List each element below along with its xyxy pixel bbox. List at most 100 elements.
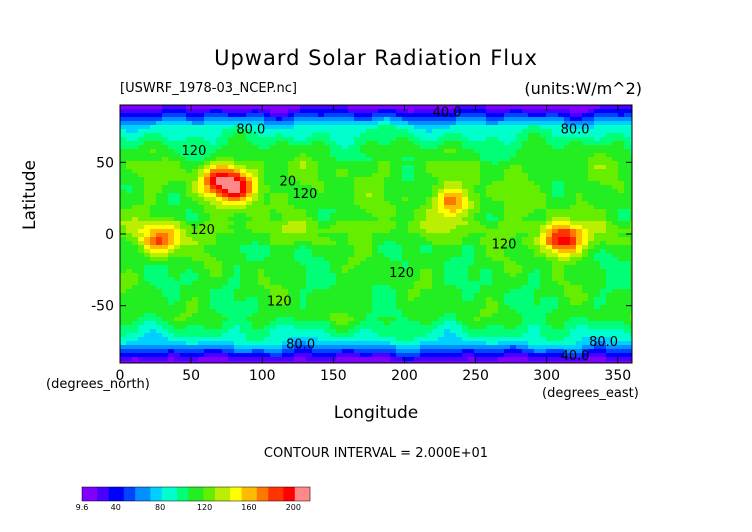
field-cell (618, 185, 625, 190)
field-cell (372, 109, 379, 114)
field-cell (414, 113, 421, 118)
field-cell (198, 117, 205, 122)
field-cell (540, 129, 547, 134)
field-cell (342, 333, 349, 338)
field-cell (162, 297, 169, 302)
field-cell (150, 245, 157, 250)
field-cell (180, 317, 187, 322)
field-cell (366, 213, 373, 218)
field-cell (228, 249, 235, 254)
field-cell (552, 129, 559, 134)
field-cell (576, 173, 583, 178)
field-cell (132, 133, 139, 138)
field-cell (564, 301, 571, 306)
field-cell (258, 217, 265, 222)
field-cell (294, 193, 301, 198)
field-cell (366, 293, 373, 298)
field-cell (408, 193, 415, 198)
field-cell (288, 145, 295, 150)
field-cell (522, 281, 529, 286)
field-cell (402, 281, 409, 286)
field-cell (402, 301, 409, 306)
field-cell (486, 201, 493, 206)
field-cell (516, 181, 523, 186)
field-cell (288, 165, 295, 170)
field-cell (612, 137, 619, 142)
field-cell (138, 249, 145, 254)
field-cell (420, 129, 427, 134)
field-cell (282, 205, 289, 210)
field-cell (390, 277, 397, 282)
field-cell (528, 321, 535, 326)
field-cell (246, 189, 253, 194)
field-cell (150, 193, 157, 198)
field-cell (354, 125, 361, 130)
field-cell (414, 213, 421, 218)
field-cell (528, 165, 535, 170)
field-cell (384, 165, 391, 170)
field-cell (426, 261, 433, 266)
field-cell (138, 117, 145, 122)
field-cell (324, 145, 331, 150)
field-cell (378, 289, 385, 294)
field-cell (438, 221, 445, 226)
field-cell (204, 229, 211, 234)
field-cell (576, 221, 583, 226)
field-cell (534, 309, 541, 314)
field-cell (246, 329, 253, 334)
field-cell (612, 325, 619, 330)
field-cell (468, 309, 475, 314)
field-cell (186, 281, 193, 286)
field-cell (204, 189, 211, 194)
field-cell (378, 117, 385, 122)
field-cell (624, 161, 631, 166)
field-cell (600, 249, 607, 254)
field-cell (618, 245, 625, 250)
field-cell (528, 253, 535, 258)
field-cell (396, 125, 403, 130)
field-cell (354, 221, 361, 226)
field-cell (234, 125, 241, 130)
field-cell (120, 273, 127, 278)
field-cell (384, 273, 391, 278)
field-cell (468, 125, 475, 130)
field-cell (534, 197, 541, 202)
field-cell (414, 321, 421, 326)
field-cell (492, 109, 499, 114)
field-cell (138, 233, 145, 238)
field-cell (570, 301, 577, 306)
field-cell (630, 249, 632, 254)
field-cell (570, 229, 577, 234)
field-cell (192, 273, 199, 278)
field-cell (318, 265, 325, 270)
field-cell (540, 105, 547, 110)
field-cell (306, 221, 313, 226)
field-cell (510, 197, 517, 202)
field-cell (366, 261, 373, 266)
field-cell (540, 181, 547, 186)
field-cell (276, 105, 283, 110)
field-cell (492, 277, 499, 282)
field-cell (324, 209, 331, 214)
field-cell (264, 229, 271, 234)
field-cell (138, 125, 145, 130)
field-cell (312, 189, 319, 194)
field-cell (552, 217, 559, 222)
field-cell (558, 121, 565, 126)
field-cell (600, 161, 607, 166)
field-cell (450, 241, 457, 246)
field-cell (210, 157, 217, 162)
field-cell (180, 313, 187, 318)
field-cell (552, 313, 559, 318)
field-cell (564, 149, 571, 154)
field-cell (234, 149, 241, 154)
field-cell (552, 305, 559, 310)
field-cell (258, 221, 265, 226)
field-cell (162, 309, 169, 314)
field-cell (486, 285, 493, 290)
field-cell (354, 157, 361, 162)
field-cell (438, 325, 445, 330)
field-cell (630, 321, 632, 326)
field-cell (624, 321, 631, 326)
field-cell (444, 145, 451, 150)
